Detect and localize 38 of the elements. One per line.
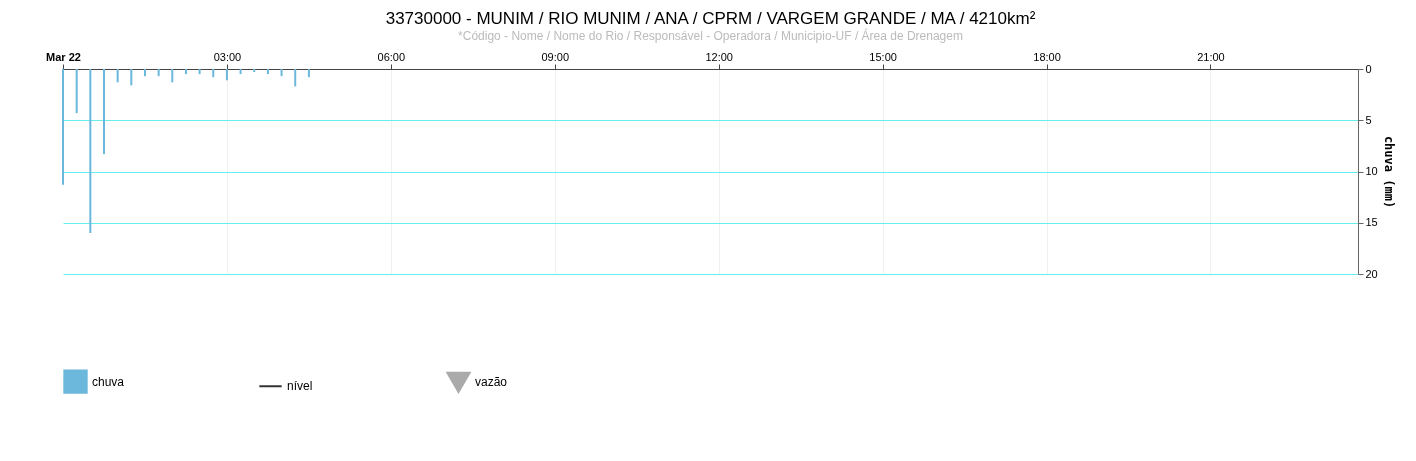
bar [62,69,64,185]
chart-title: 33730000 - MUNIM / RIO MUNIM / ANA / CPRM / VARGEM GRANDE / MA / 4210km² [385,9,1036,28]
y-tick-label: 0 [1365,62,1372,75]
x-tick-label: 06:00 [377,50,406,63]
bar [171,69,174,83]
legend-label: nível [287,379,313,394]
y-tick-label: 15 [1365,216,1378,229]
legend-label: chuva [92,374,125,389]
bar [130,69,133,86]
chart-subtitle: *Código - Nome / Nome do Rio / Responsável - Operadora / Municipio-UF / Área de Drenagem [458,28,963,43]
x-tick-label: Mar 22 [46,50,81,63]
bar [266,69,269,75]
bar [75,69,78,114]
y-tick-label: 10 [1365,165,1378,177]
bar [307,69,310,78]
x-tick-label: 03:00 [213,50,242,63]
y-tick-label: 20 [1365,267,1378,280]
bar [239,69,242,75]
bar [143,69,146,77]
x-tick-label: 15:00 [869,50,897,63]
legend-label: vazão [475,375,508,390]
bar [294,69,297,87]
x-tick-label: 12:00 [705,50,733,63]
bar [102,69,105,155]
y-tick-label: 5 [1365,113,1372,126]
bar [225,69,228,81]
bar [89,69,92,233]
bar [212,69,215,78]
bar [157,69,160,77]
bar [184,69,187,75]
x-tick-label: 09:00 [541,50,570,63]
x-tick-label: 21:00 [1197,50,1225,63]
bar [116,69,119,83]
y-axis-title: chuva (mm) [1381,135,1396,209]
bar [253,69,256,73]
x-tick-label: 18:00 [1033,50,1061,63]
bar [280,69,283,77]
bar [198,69,201,75]
